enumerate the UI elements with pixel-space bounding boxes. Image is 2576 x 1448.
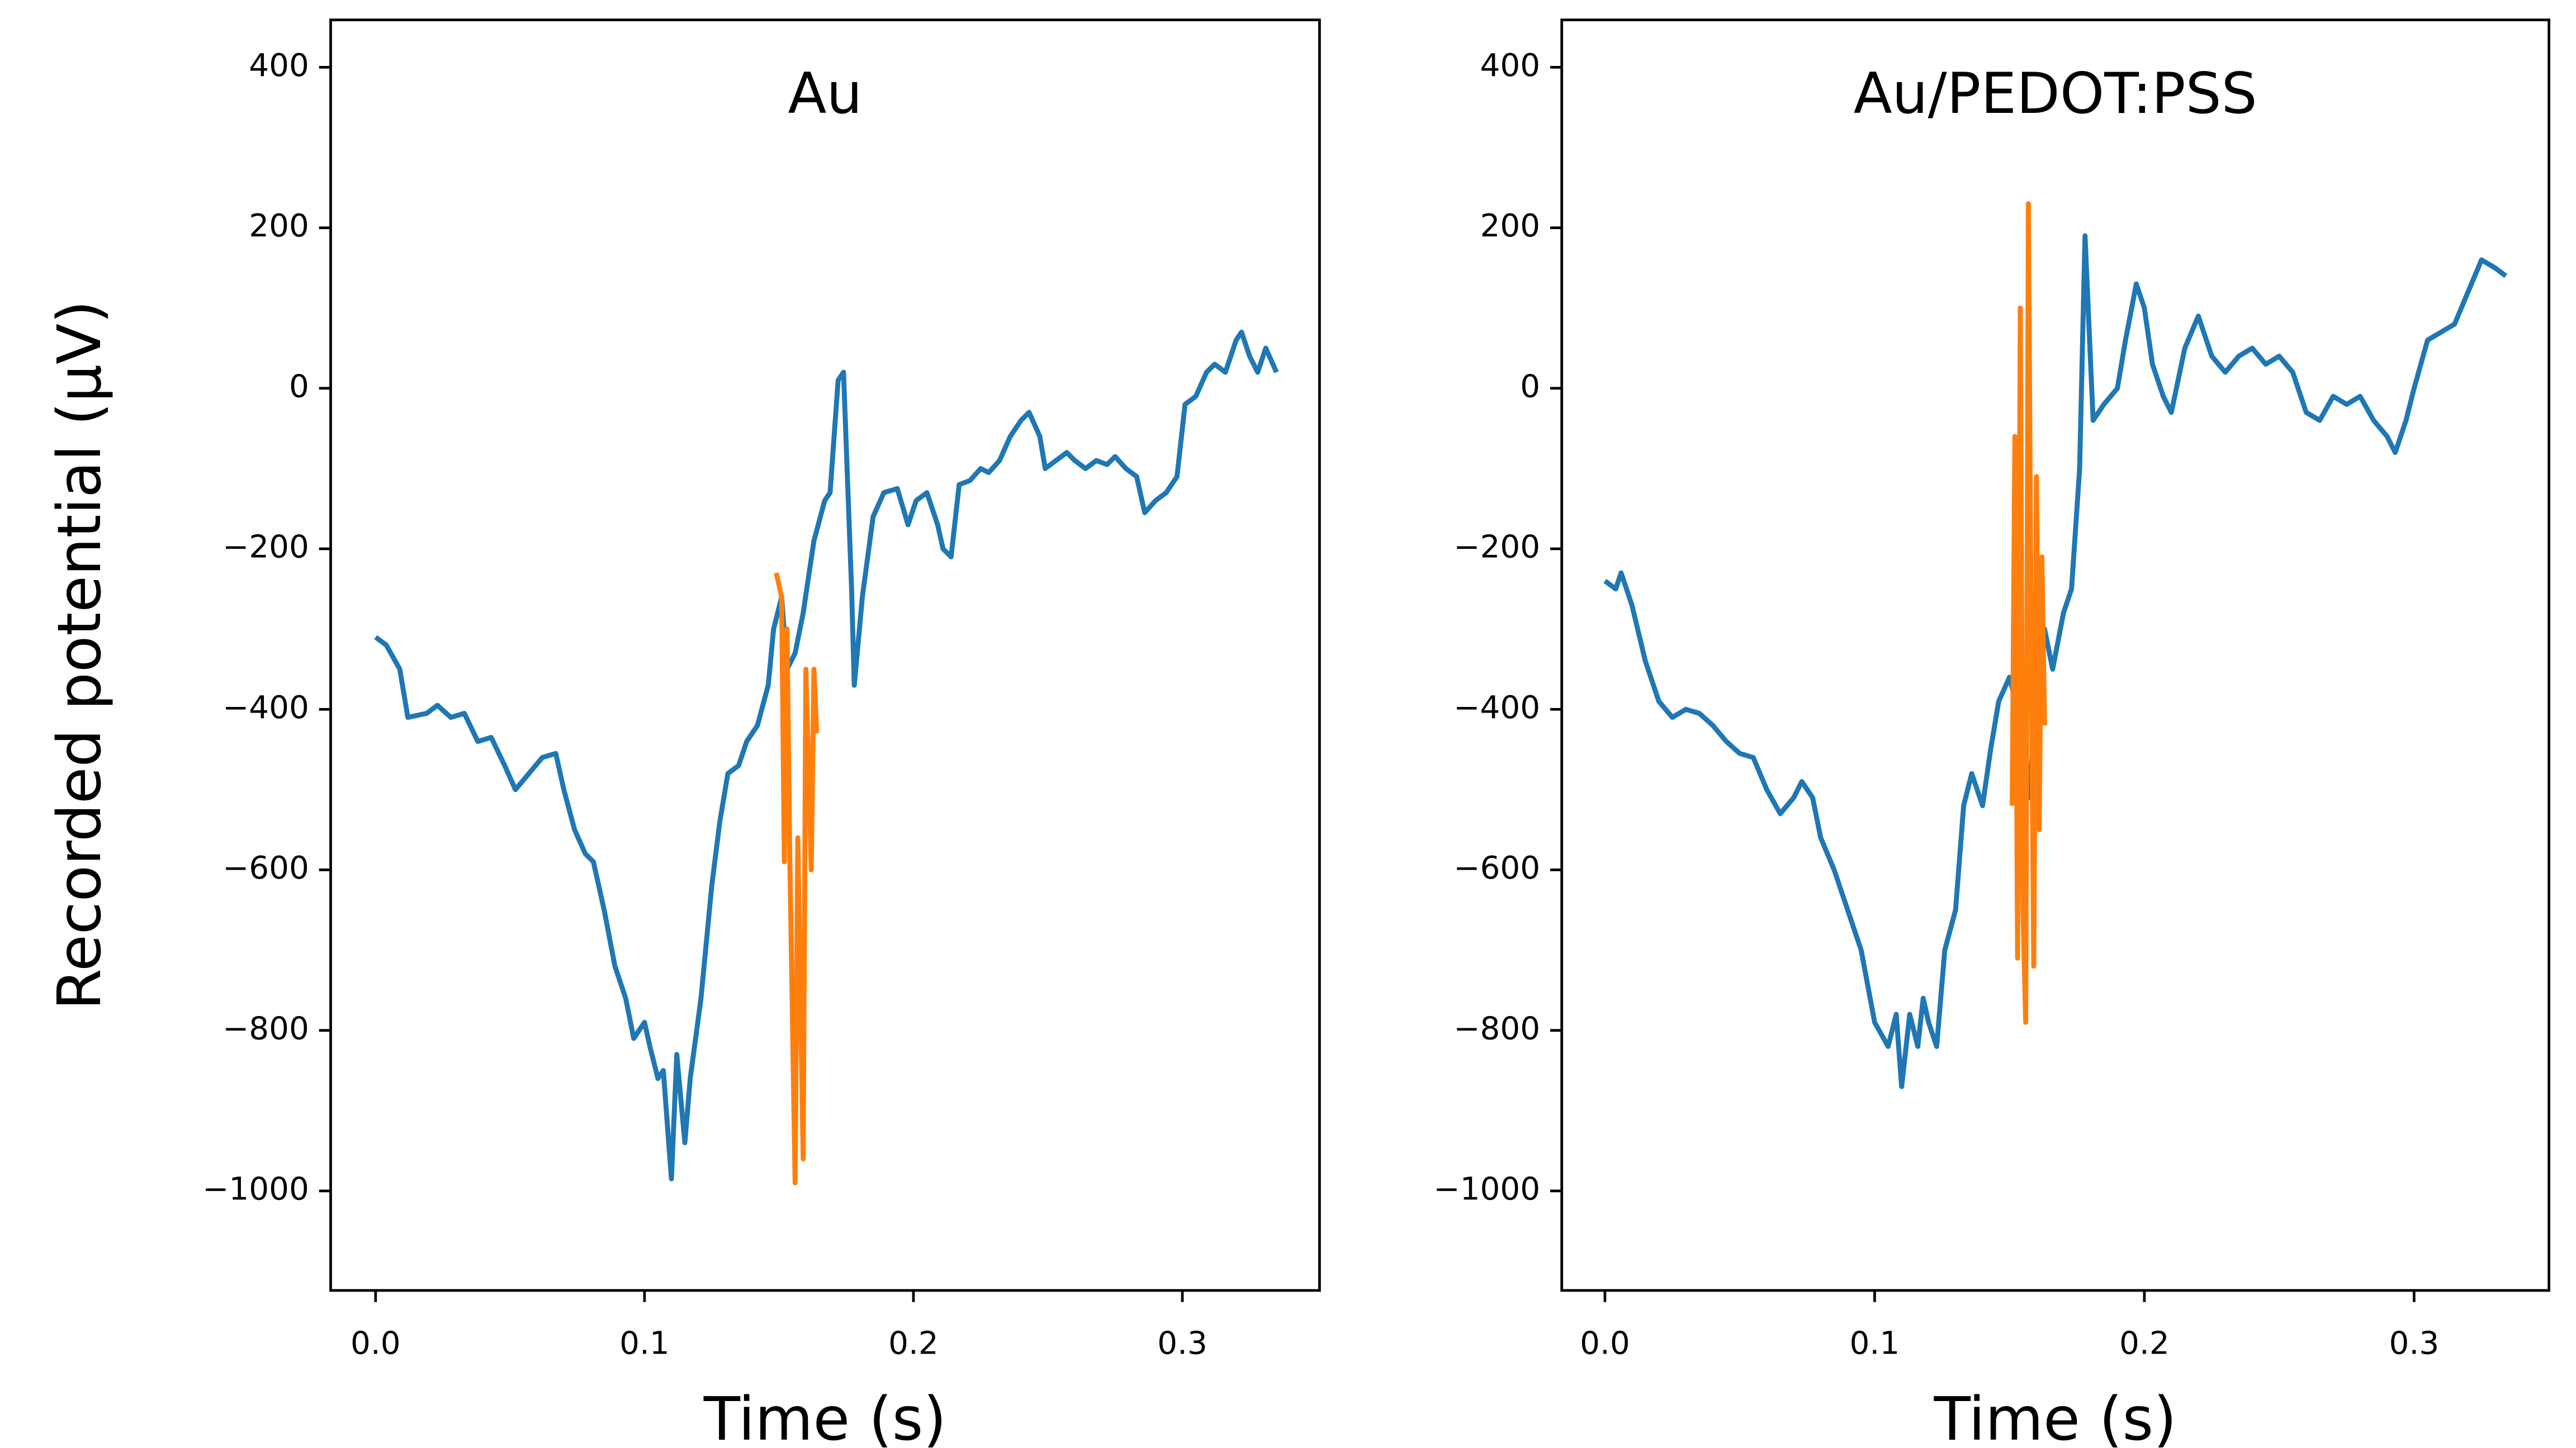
x-tick-label: 0.3: [1157, 1326, 1208, 1362]
x-tick-label: 0.0: [1580, 1326, 1630, 1362]
data-line: [1603, 233, 2508, 1089]
data-line: [774, 572, 820, 1186]
data-line: [374, 329, 1279, 1181]
y-tick-label: −800: [1453, 1010, 1540, 1047]
x-axis-label: Time (s): [703, 1385, 946, 1448]
y-tick-label: −1000: [202, 1171, 309, 1208]
x-tick-label: 0.0: [351, 1326, 401, 1362]
y-tick-label: −600: [222, 850, 309, 886]
y-tick-label: 400: [249, 48, 309, 84]
y-tick-label: 0: [1520, 368, 1540, 405]
chart-title: Au: [788, 60, 862, 126]
plot-frame: [1560, 18, 2550, 1292]
x-tick-label: 0.1: [1850, 1326, 1900, 1362]
y-tick-label: −400: [222, 690, 309, 726]
y-tick-label: −200: [1453, 529, 1540, 566]
plot-frame: [329, 18, 1321, 1292]
x-tick-label: 0.2: [2119, 1326, 2170, 1362]
y-tick-label: 0: [289, 368, 309, 405]
x-tick-label: 0.3: [2389, 1326, 2440, 1362]
x-tick-label: 0.2: [888, 1326, 939, 1362]
y-tick-label: 200: [1480, 208, 1541, 244]
x-tick-label: 0.1: [619, 1326, 670, 1362]
y-tick-label: 400: [1480, 48, 1541, 84]
y-tick-label: −800: [222, 1010, 309, 1047]
x-axis-label: Time (s): [1933, 1385, 2176, 1448]
y-tick-label: −400: [1453, 690, 1540, 726]
y-axis-label: Recorded potential (µV): [45, 300, 115, 1010]
chart-title: Au/PEDOT:PSS: [1854, 60, 2257, 126]
data-line: [2010, 201, 2047, 1025]
y-tick-label: −1000: [1433, 1171, 1540, 1208]
y-tick-label: −200: [222, 529, 309, 566]
y-tick-label: 200: [249, 208, 309, 244]
y-tick-label: −600: [1453, 850, 1540, 886]
